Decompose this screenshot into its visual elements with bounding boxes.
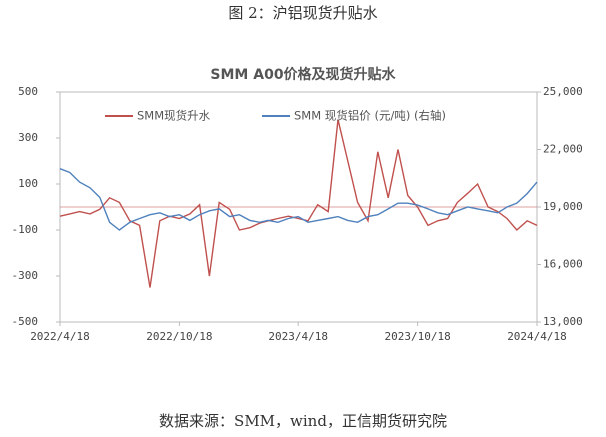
source: 数据来源：SMM，wind，正信期货研究院 bbox=[159, 412, 447, 430]
y2-tick-label: 22,000 bbox=[543, 143, 583, 156]
x-tick-label: 2023/4/18 bbox=[268, 330, 328, 343]
x-tick-label: 2023/10/18 bbox=[384, 330, 450, 343]
x-tick-label: 2024/4/18 bbox=[507, 330, 567, 343]
y-tick-label: 300 bbox=[18, 131, 38, 144]
y-tick-label: -300 bbox=[12, 269, 39, 282]
legend-label: SMM 现货铝价 (元/吨) (右轴) bbox=[294, 109, 446, 123]
legend-label: SMM现货升水 bbox=[137, 109, 211, 123]
y-tick-label: -500 bbox=[12, 315, 39, 328]
chart-title: SMM A00价格及现货升贴水 bbox=[210, 66, 396, 83]
caption: 图 2：沪铝现货升贴水 bbox=[228, 4, 377, 22]
y2-tick-label: 16,000 bbox=[543, 258, 583, 271]
y2-tick-label: 25,000 bbox=[543, 85, 583, 98]
y2-tick-label: 13,000 bbox=[543, 315, 583, 328]
y2-tick-label: 19,000 bbox=[543, 200, 583, 213]
y-tick-label: 500 bbox=[18, 85, 38, 98]
series-line bbox=[59, 119, 538, 288]
y-tick-label: -100 bbox=[12, 223, 39, 236]
x-tick-label: 2022/4/18 bbox=[30, 330, 90, 343]
x-tick-label: 2022/10/18 bbox=[146, 330, 212, 343]
y-tick-label: 100 bbox=[18, 177, 38, 190]
series-line bbox=[59, 168, 538, 231]
